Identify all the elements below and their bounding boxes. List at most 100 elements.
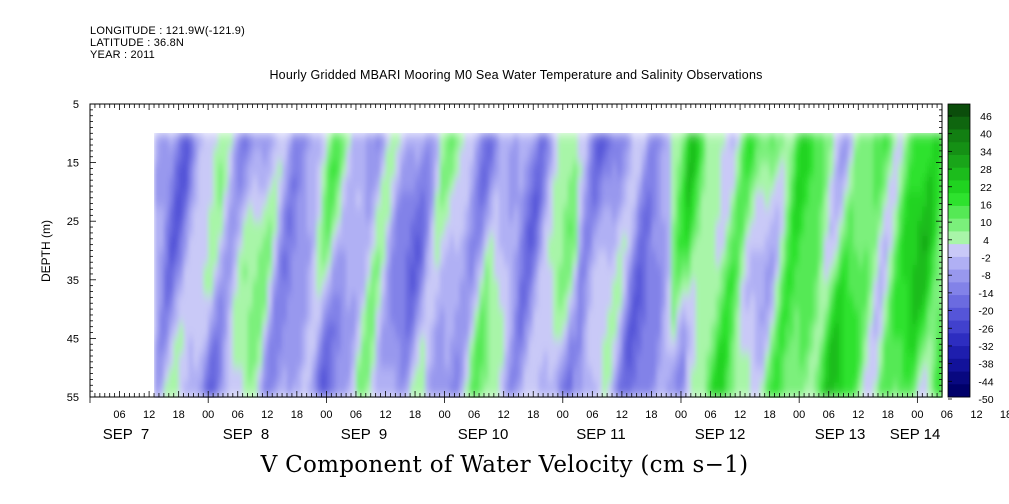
heatmap-cell — [587, 323, 594, 341]
heatmap-cell — [420, 177, 426, 194]
heatmap-cell — [887, 367, 894, 385]
heatmap-cell — [725, 294, 732, 311]
heatmap-cell — [651, 206, 658, 223]
heatmap-cell — [277, 382, 283, 398]
heatmap-cell — [395, 133, 402, 150]
heatmap-cell — [262, 309, 269, 326]
heatmap-cell — [380, 338, 387, 355]
heatmap-cell — [331, 353, 338, 370]
heatmap-cell — [513, 206, 520, 223]
heatmap-cell — [474, 250, 480, 267]
heatmap-cell — [754, 382, 761, 398]
heatmap-cell — [779, 250, 786, 267]
heatmap-cell — [479, 367, 485, 385]
heatmap-cell — [390, 162, 397, 179]
heatmap-cell — [341, 353, 347, 370]
heatmap-cell — [907, 338, 914, 355]
heatmap-cell — [730, 206, 736, 223]
heatmap-cell — [631, 294, 638, 311]
heatmap-cell — [710, 279, 717, 297]
heatmap-cell — [720, 221, 727, 238]
heatmap-cell — [848, 382, 855, 398]
heatmap-cell — [321, 206, 328, 223]
heatmap-cell — [410, 265, 416, 282]
heatmap-cell — [503, 353, 510, 370]
heatmap-cell — [469, 162, 475, 179]
heatmap-cell — [656, 265, 663, 282]
heatmap-cell — [676, 235, 682, 253]
heatmap-cell — [661, 294, 668, 311]
heatmap-cell — [745, 265, 751, 282]
heatmap-cell — [444, 177, 451, 194]
heatmap-cell — [548, 367, 554, 385]
heatmap-cell — [863, 177, 869, 194]
heatmap-cell — [474, 147, 480, 165]
heatmap-cell — [272, 382, 278, 398]
heatmap-cell — [754, 309, 761, 326]
heatmap-cell — [341, 265, 347, 282]
heatmap-cell — [897, 309, 904, 326]
heatmap-cell — [503, 323, 510, 341]
heatmap-cell — [410, 338, 416, 355]
heatmap-cell — [493, 221, 500, 238]
heatmap-cell — [296, 279, 303, 297]
heatmap-cell — [528, 279, 535, 297]
heatmap-cell — [469, 133, 475, 150]
heatmap-cell — [301, 235, 308, 253]
heatmap-cell — [311, 221, 318, 238]
heatmap-cell — [794, 265, 801, 282]
heatmap-cell — [444, 133, 451, 150]
heatmap-cell — [902, 250, 909, 267]
heatmap-cell — [774, 294, 781, 311]
heatmap-cell — [365, 250, 372, 267]
heatmap-cell — [902, 338, 909, 355]
heatmap-cell — [168, 177, 175, 194]
heatmap-cell — [636, 177, 643, 194]
heatmap-cell — [592, 353, 599, 370]
heatmap-cell — [168, 147, 175, 165]
heatmap-cell — [784, 177, 791, 194]
heatmap-cell — [420, 235, 426, 253]
heatmap-cell — [360, 147, 367, 165]
heatmap-cell — [631, 177, 638, 194]
heatmap-cell — [897, 338, 904, 355]
heatmap-cell — [434, 265, 441, 282]
heatmap-cell — [587, 367, 594, 385]
heatmap-cell — [395, 294, 402, 311]
heatmap-cell — [745, 323, 751, 341]
heatmap-cell — [666, 235, 672, 253]
heatmap-cell — [508, 191, 515, 209]
heatmap-cell — [469, 235, 475, 253]
heatmap-cell — [528, 353, 535, 370]
heatmap-cell — [617, 353, 623, 370]
heatmap-cell — [626, 309, 633, 326]
heatmap-cell — [577, 382, 584, 398]
heatmap-cell — [548, 265, 554, 282]
heatmap-cell — [557, 235, 564, 253]
heatmap-cell — [548, 177, 554, 194]
heatmap-cell — [469, 191, 475, 209]
heatmap-cell — [277, 191, 283, 209]
heatmap-cell — [725, 147, 732, 165]
heatmap-cell — [789, 265, 796, 282]
heatmap-cell — [528, 309, 535, 326]
heatmap-cell — [395, 382, 402, 398]
heatmap-cell — [291, 309, 298, 326]
heatmap-cell — [892, 294, 899, 311]
heatmap-cell — [262, 191, 269, 209]
heatmap-cell — [508, 353, 515, 370]
heatmap-cell — [464, 338, 471, 355]
heatmap-cell — [208, 147, 214, 165]
heatmap-cell — [237, 206, 244, 223]
heatmap-cell — [321, 338, 328, 355]
heatmap-cell — [631, 191, 638, 209]
heatmap-cell — [666, 353, 672, 370]
heatmap-cell — [415, 235, 421, 253]
heatmap-cell — [671, 309, 677, 326]
heatmap-cell — [538, 382, 544, 398]
heatmap-cell — [370, 177, 377, 194]
heatmap-cell — [488, 367, 495, 385]
heatmap-cell — [355, 162, 362, 179]
heatmap-cell — [597, 221, 604, 238]
